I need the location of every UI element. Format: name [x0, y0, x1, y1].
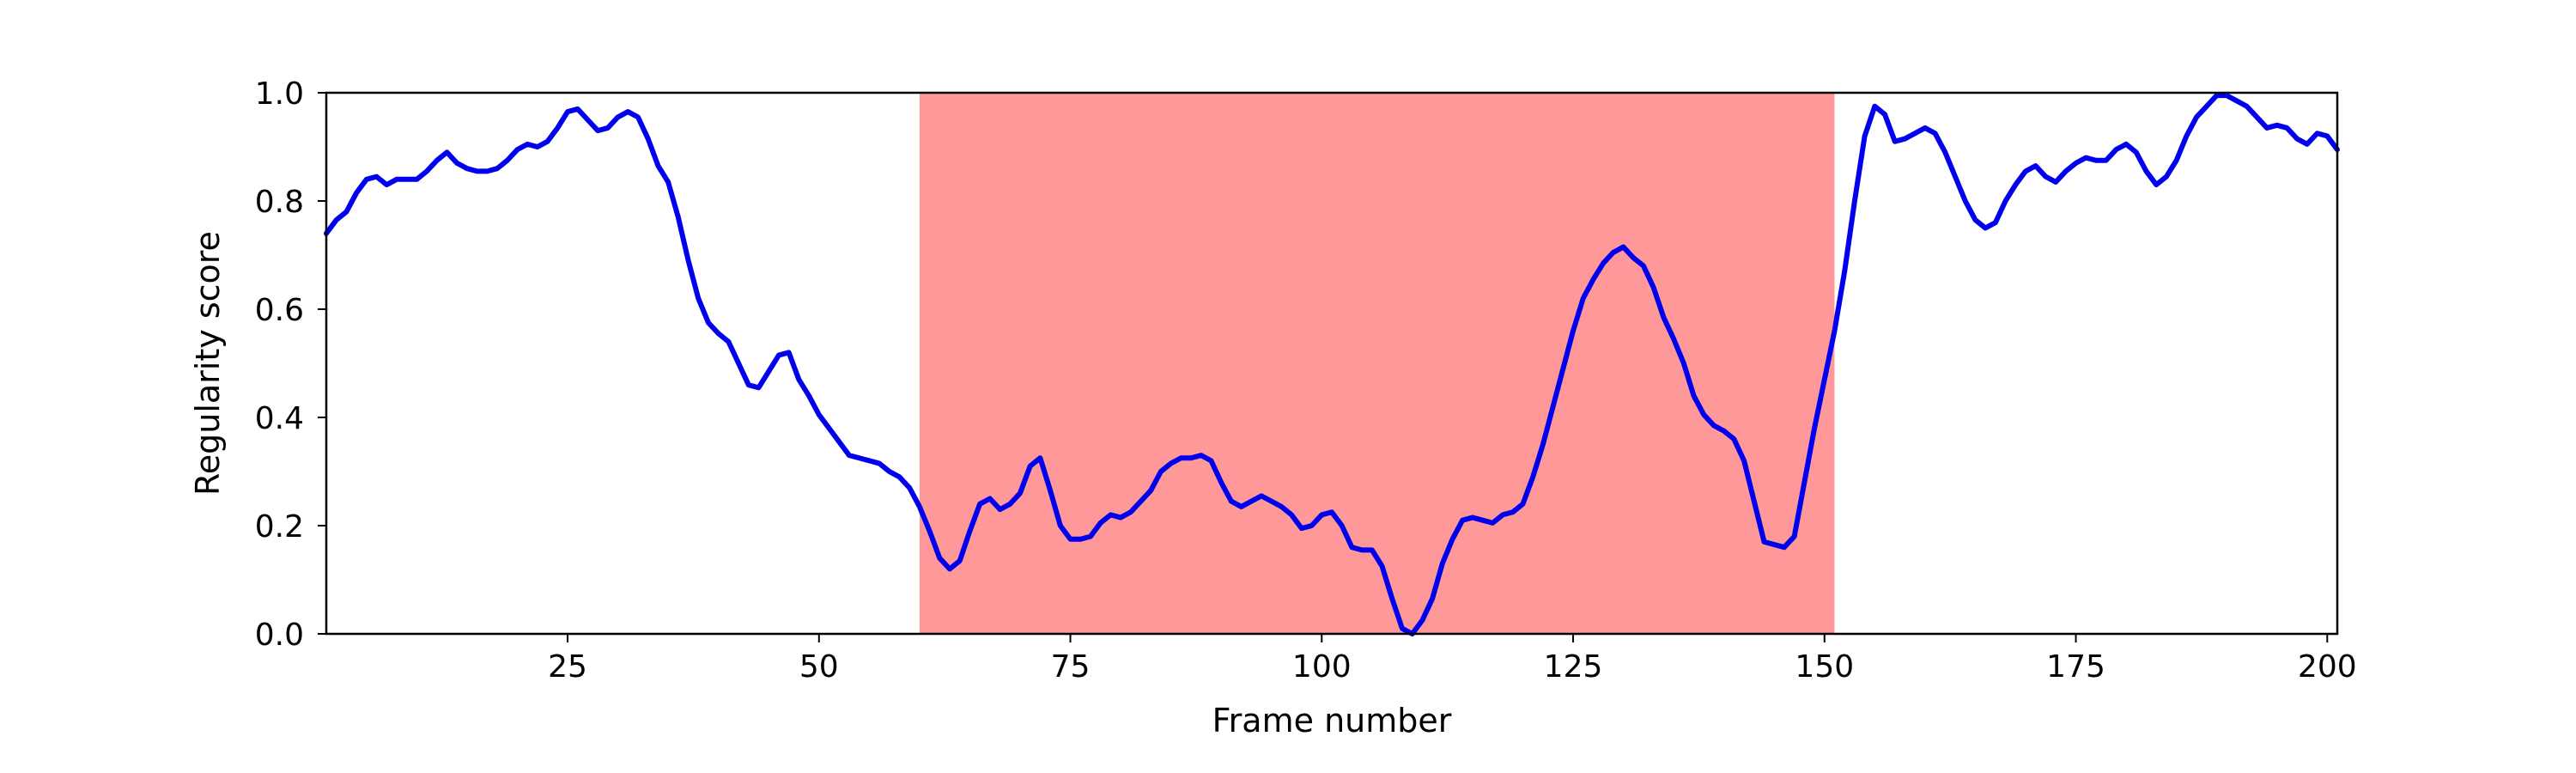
y-axis-label: Regularity score — [189, 231, 227, 496]
x-tick-label: 125 — [1544, 649, 1603, 685]
x-tick-label: 25 — [548, 649, 587, 685]
y-tick-label: 0.6 — [255, 293, 304, 328]
y-tick-label: 0.4 — [255, 401, 304, 436]
y-tick-label: 1.0 — [255, 76, 304, 112]
x-tick-label: 150 — [1795, 649, 1854, 685]
y-tick-label: 0.0 — [255, 618, 304, 653]
x-tick-label: 175 — [2046, 649, 2105, 685]
x-tick-label: 100 — [1292, 649, 1352, 685]
series-line-0 — [324, 93, 2340, 636]
y-tick-label: 0.2 — [255, 509, 304, 545]
x-tick-label: 75 — [1051, 649, 1091, 685]
x-tick-label: 200 — [2298, 649, 2357, 685]
series-layer — [324, 93, 2340, 636]
anomaly-shaded-region — [919, 93, 1835, 634]
x-axis-label: Frame number — [1212, 702, 1452, 740]
y-axis: 0.0 0.2 0.4 0.6 0.8 1.0 — [255, 76, 326, 653]
plot-frame — [325, 91, 2339, 636]
y-tick-label: 0.8 — [255, 185, 304, 220]
x-axis: 25 50 75 100 125 150 175 200 — [548, 634, 2357, 685]
x-tick-label: 50 — [799, 649, 839, 685]
